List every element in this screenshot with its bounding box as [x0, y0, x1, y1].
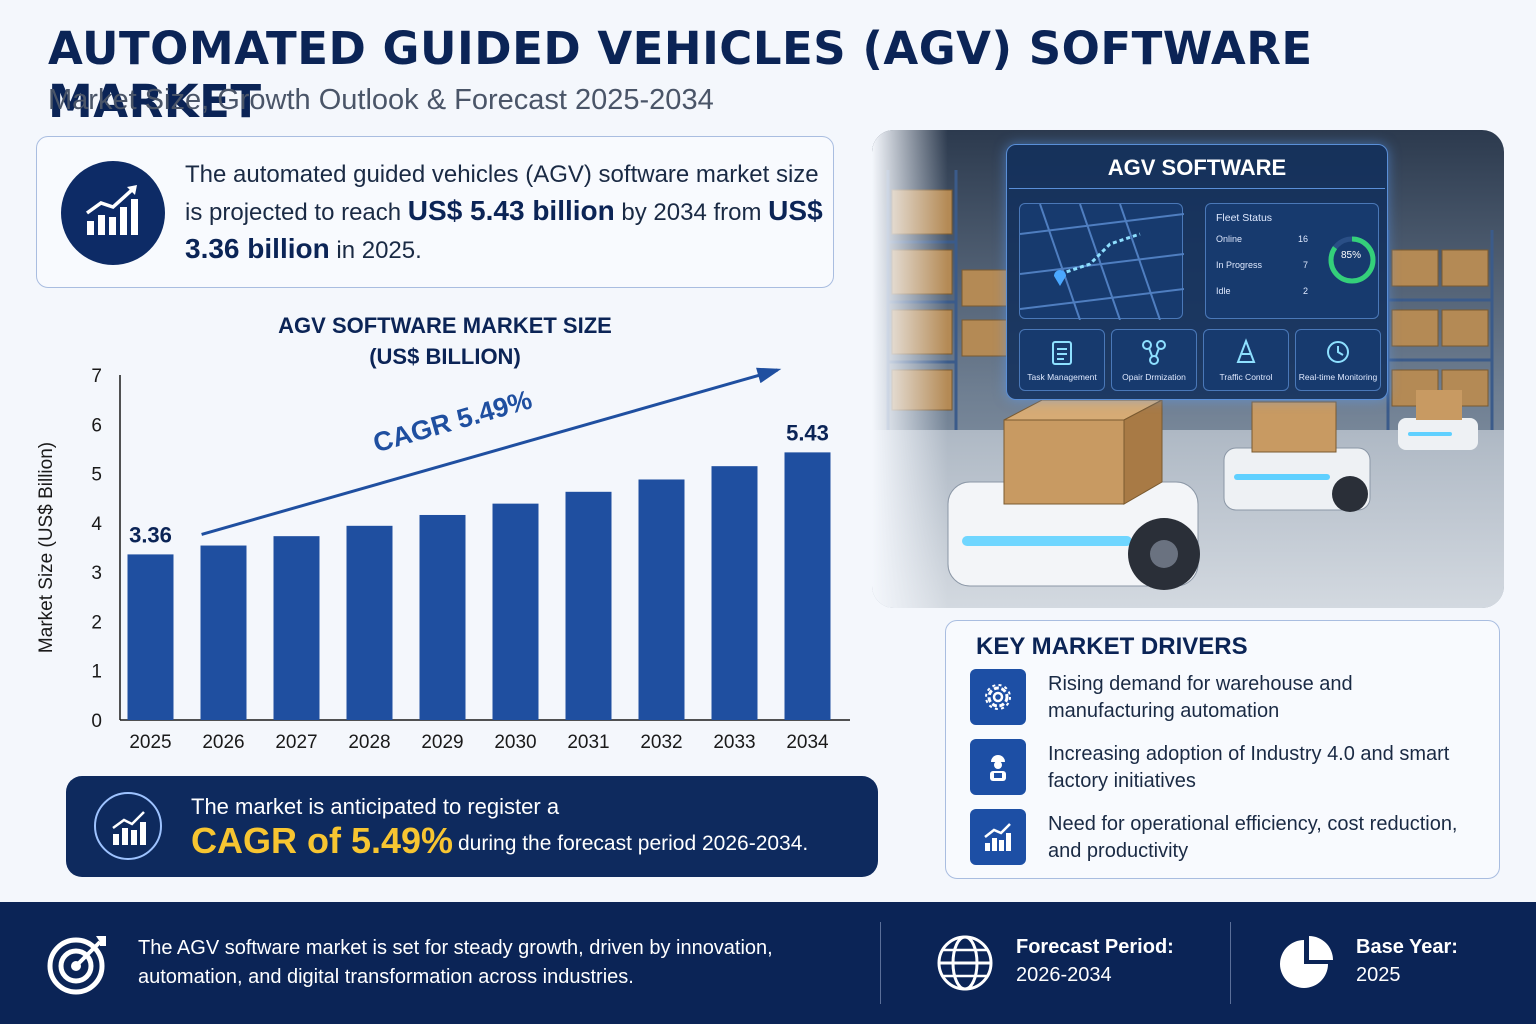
growth-chart-icon	[970, 809, 1026, 865]
agv-software-screen: AGV SOFTWARE Fleet Status Online 16 In Pr…	[1006, 144, 1388, 400]
tile-task-management: Task Management	[1019, 329, 1105, 391]
summary-box: The automated guided vehicles (AGV) soft…	[36, 136, 834, 288]
bar-2034	[784, 452, 831, 720]
clipboard-icon	[1052, 341, 1072, 365]
footer-divider	[1230, 922, 1231, 1004]
x-tick-label: 2030	[494, 732, 536, 753]
x-tick-label: 2032	[640, 732, 682, 753]
y-tick-label: 3	[91, 563, 102, 584]
cagr-period: during the forecast period 2026-2034.	[458, 832, 809, 855]
driver-text: Increasing adoption of Industry 4.0 and …	[1048, 743, 1450, 792]
target-icon	[47, 936, 106, 995]
gauge-ring	[1328, 236, 1376, 284]
bar-2027	[273, 536, 320, 720]
driver-text: Rising demand for warehouse and manufact…	[1048, 673, 1353, 722]
pie-chart-icon	[1280, 936, 1333, 988]
data-label-first: 3.36	[129, 522, 172, 547]
forecast-value: 2026-2034	[1016, 964, 1112, 986]
page-subtitle: Market Size, Growth Outlook & Forecast 2…	[48, 84, 714, 116]
bar-2028	[346, 525, 393, 720]
x-tick-label: 2028	[348, 732, 390, 753]
page-title: AUTOMATED GUIDED VEHICLES (AGV) SOFTWARE…	[48, 22, 1313, 128]
base-year-label: Base Year:	[1356, 936, 1458, 958]
network-icon	[1142, 340, 1166, 365]
y-axis-label: Market Size (US$ Billion)	[36, 442, 57, 653]
driver-item: Rising demand for warehouse and manufact…	[970, 669, 1490, 727]
y-tick-label: 2	[91, 612, 102, 633]
clock-icon	[1327, 341, 1349, 363]
key-drivers-panel: KEY MARKET DRIVERS Rising demand for war…	[945, 620, 1500, 879]
tile-real-time-monitoring: Real-time Monitoring	[1295, 329, 1381, 391]
map-icon	[1019, 203, 1185, 321]
x-tick-label: 2034	[786, 732, 829, 753]
tile-traffic-control: Traffic Control	[1203, 329, 1289, 391]
value-2034: US$ 5.43 billion	[407, 195, 615, 226]
fleet-row: Idle 2	[1216, 286, 1308, 296]
fleet-row: In Progress 7	[1216, 260, 1308, 270]
base-year-value: 2025	[1356, 964, 1401, 986]
cagr-intro: The market is anticipated to register a	[191, 794, 560, 819]
forecast-label: Forecast Period:	[1016, 936, 1174, 958]
bar-2031	[565, 491, 612, 720]
bar-chart: 0 1 2 3 4 5 6 7 Market Size (US$ Billion) 2025 202…	[36, 366, 850, 753]
fleet-status-title: Fleet Status	[1216, 212, 1273, 224]
worker-icon	[970, 739, 1026, 795]
growth-chart-icon	[61, 161, 165, 265]
footer-divider	[880, 922, 881, 1004]
x-tick-label: 2026	[202, 732, 244, 753]
x-tick-label: 2027	[275, 732, 317, 753]
driver-text: Need for operational efficiency, cost re…	[1048, 813, 1458, 862]
y-tick-label: 5	[91, 465, 102, 486]
x-tick-label: 2029	[421, 732, 463, 753]
footer-summary: The AGV software market is set for stead…	[138, 937, 773, 988]
gear-icon	[970, 669, 1026, 725]
gauge-label: 85%	[1340, 250, 1361, 261]
y-tick-label: 7	[91, 366, 102, 387]
x-tick-label: 2031	[567, 732, 609, 753]
drivers-heading: KEY MARKET DRIVERS	[976, 633, 1248, 660]
footer: The AGV software market is set for stead…	[0, 902, 1536, 1024]
y-tick-label: 0	[91, 711, 102, 732]
arrowhead-icon	[756, 367, 782, 384]
traffic-cone-icon	[1236, 338, 1256, 363]
cagr-highlight: CAGR of 5.49%	[191, 820, 454, 861]
summary-text: The automated guided vehicles (AGV) soft…	[185, 161, 823, 264]
y-tick-label: 1	[91, 662, 102, 683]
y-tick-label: 4	[91, 514, 102, 535]
driver-item: Need for operational efficiency, cost re…	[970, 809, 1490, 867]
y-tick-label: 6	[91, 415, 102, 436]
cagr-trend-arrow	[201, 368, 778, 536]
x-tick-label: 2025	[129, 732, 171, 753]
fleet-row: Online 16	[1216, 234, 1308, 244]
bar-2025	[127, 554, 174, 720]
bar-2032	[638, 479, 685, 720]
driver-item: Increasing adoption of Industry 4.0 and …	[970, 739, 1490, 797]
bar-2029	[419, 514, 466, 720]
growth-chart-icon	[94, 792, 162, 860]
fleet-status-panel: Fleet Status Online 16 In Progress 7 Idle 2…	[1205, 203, 1379, 319]
bar-2026	[200, 545, 247, 720]
tile-route-optimization: Opair Drmization	[1111, 329, 1197, 391]
bar-2030	[492, 503, 539, 720]
x-tick-label: 2033	[713, 732, 755, 753]
screen-title: AGV SOFTWARE	[1009, 147, 1385, 189]
cagr-banner: The market is anticipated to register a …	[66, 776, 878, 877]
chart-title: AGV SOFTWARE MARKET SIZE (US$ BILLION)	[278, 313, 612, 369]
value-2025: US$ 3.36 billion	[185, 195, 823, 264]
bar-2033	[711, 466, 758, 720]
globe-icon	[937, 935, 993, 991]
data-label-last: 5.43	[786, 420, 829, 445]
